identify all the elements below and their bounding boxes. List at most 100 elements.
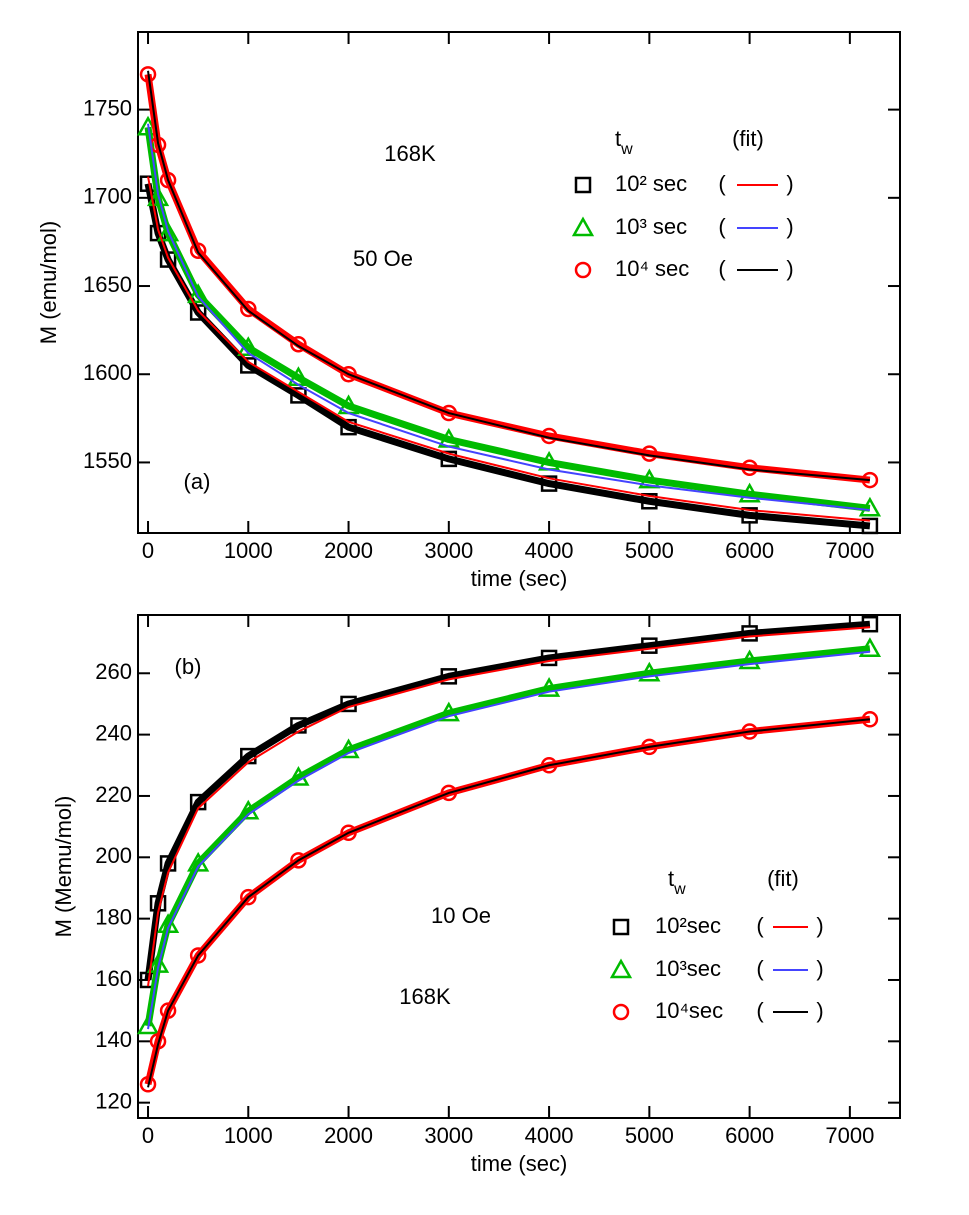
legend-fit-title: (fit) xyxy=(732,126,764,151)
legend-marker xyxy=(574,176,592,194)
x-tick-label: 3000 xyxy=(424,538,473,563)
legend-bracket: ) xyxy=(786,256,793,281)
data-point xyxy=(738,649,761,670)
legend-title-base: t xyxy=(615,126,621,151)
x-tick-label: 0 xyxy=(142,1123,154,1148)
legend-label: 10²sec xyxy=(655,913,721,938)
y-tick-label: 160 xyxy=(95,966,132,991)
x-axis-label: time (sec) xyxy=(471,566,568,591)
y-tick-label: 180 xyxy=(95,904,132,929)
data-point xyxy=(738,482,761,503)
data-point xyxy=(540,757,558,774)
fit-line xyxy=(147,718,871,1088)
legend-bracket: ) xyxy=(786,171,793,196)
y-tick-label: 240 xyxy=(95,720,132,745)
legend-label: 10³ sec xyxy=(615,214,687,239)
data-point xyxy=(189,242,207,259)
fit-line xyxy=(147,70,871,482)
x-tick-label: 1000 xyxy=(224,1123,273,1148)
x-axis-label: time (sec) xyxy=(471,1151,568,1176)
data-point xyxy=(159,251,177,268)
annotation: 168K xyxy=(384,141,436,166)
x-tick-label: 0 xyxy=(142,538,154,563)
data-point xyxy=(156,221,180,242)
x-tick-label: 4000 xyxy=(525,1123,574,1148)
data-point xyxy=(437,701,460,722)
legend-bracket: ) xyxy=(816,913,823,938)
y-tick-label: 1650 xyxy=(83,272,132,297)
legend-marker xyxy=(609,958,633,979)
fit-line xyxy=(147,626,870,987)
data-point xyxy=(337,738,360,759)
data-point xyxy=(540,649,558,667)
y-tick-label: 1600 xyxy=(83,360,132,385)
legend-bracket: ( xyxy=(718,256,726,281)
data-point xyxy=(537,677,561,697)
x-tick-label: 2000 xyxy=(324,1123,373,1148)
data-point xyxy=(861,615,879,633)
data-point xyxy=(540,475,558,492)
x-tick-label: 4000 xyxy=(525,538,574,563)
legend-marker xyxy=(571,216,595,237)
x-tick-label: 2000 xyxy=(324,538,373,563)
data-point xyxy=(741,625,758,642)
legend-bracket: ) xyxy=(816,998,823,1023)
annotation: 50 Oe xyxy=(353,246,413,271)
legend-marker xyxy=(612,1003,630,1021)
data-point xyxy=(189,304,207,321)
legend-bracket: ( xyxy=(756,956,764,981)
y-tick-label: 1700 xyxy=(83,184,132,209)
legend-bracket: ( xyxy=(756,913,764,938)
data-point xyxy=(340,824,357,842)
data-point xyxy=(139,66,157,83)
data-point xyxy=(440,784,458,802)
data-point xyxy=(440,450,458,468)
y-tick-label: 1550 xyxy=(83,448,132,473)
data-point xyxy=(189,947,207,964)
data-point xyxy=(340,418,357,436)
legend-title: tw xyxy=(668,866,686,898)
data-band xyxy=(144,715,871,1086)
data-point xyxy=(290,335,307,353)
data-point xyxy=(858,637,882,657)
legend-label: 10⁴ sec xyxy=(615,256,689,281)
legend-bracket: ( xyxy=(718,214,726,239)
annotation: 10 Oe xyxy=(431,903,491,928)
x-tick-label: 6000 xyxy=(725,538,774,563)
data-point xyxy=(641,637,658,654)
data-point xyxy=(287,766,310,786)
data-point xyxy=(340,695,357,713)
data-point xyxy=(741,507,758,524)
y-tick-label: 200 xyxy=(95,843,132,868)
data-point xyxy=(858,496,882,517)
data-point xyxy=(159,1002,177,1019)
y-tick-label: 220 xyxy=(95,782,132,807)
x-tick-label: 7000 xyxy=(825,1123,874,1148)
legend-title-sub: w xyxy=(620,141,633,158)
data-point xyxy=(641,492,658,510)
legend-label: 10² sec xyxy=(615,171,687,196)
legend-marker xyxy=(574,261,592,279)
plot-frame xyxy=(137,614,901,1119)
data-point xyxy=(440,404,458,422)
fit-line xyxy=(147,176,871,522)
data-point xyxy=(641,738,658,756)
y-axis-label: M (emu/mol) xyxy=(36,221,61,344)
legend-bracket: ) xyxy=(816,956,823,981)
x-tick-label: 7000 xyxy=(825,538,874,563)
annotation: (b) xyxy=(175,654,202,679)
y-axis-label: M (Memu/mol) xyxy=(51,796,76,938)
data-point xyxy=(136,1014,160,1035)
y-tick-label: 1750 xyxy=(83,95,132,120)
data-point xyxy=(638,661,661,682)
y-tick-label: 260 xyxy=(95,659,132,684)
data-point xyxy=(290,852,307,869)
legend-marker xyxy=(612,918,630,936)
legend-bracket: ) xyxy=(786,214,793,239)
data-point xyxy=(146,186,170,207)
legend-title-base: t xyxy=(668,866,674,891)
data-point xyxy=(139,1076,157,1093)
legend-label: 10⁴sec xyxy=(655,998,723,1023)
x-tick-label: 6000 xyxy=(725,1123,774,1148)
